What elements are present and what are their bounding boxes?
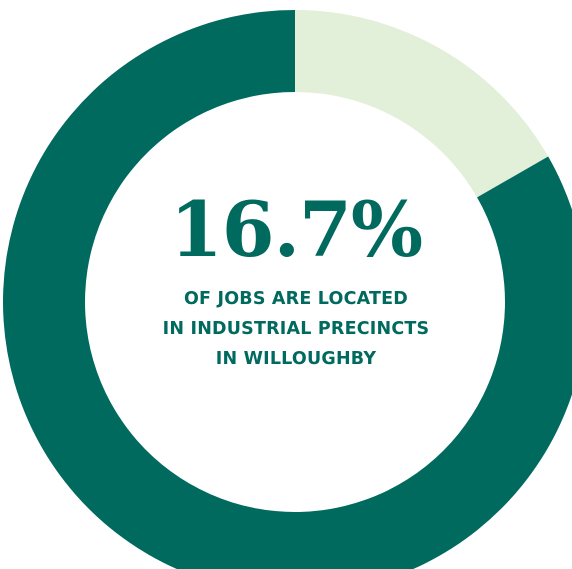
center-label: 16.7% OF JOBS ARE LOCATED IN INDUSTRIAL … [86,192,506,374]
caption-line-3: IN WILLOUGHBY [215,349,377,369]
caption: OF JOBS ARE LOCATED IN INDUSTRIAL PRECIN… [86,284,506,374]
donut-slices [3,10,572,569]
donut-slice-1 [295,10,549,198]
caption-line-1: OF JOBS ARE LOCATED [183,289,409,309]
donut-slice-2 [3,10,572,569]
headline-percentage: 16.7% [169,185,423,274]
caption-line-2: IN INDUSTRIAL PRECINCTS [162,319,430,339]
